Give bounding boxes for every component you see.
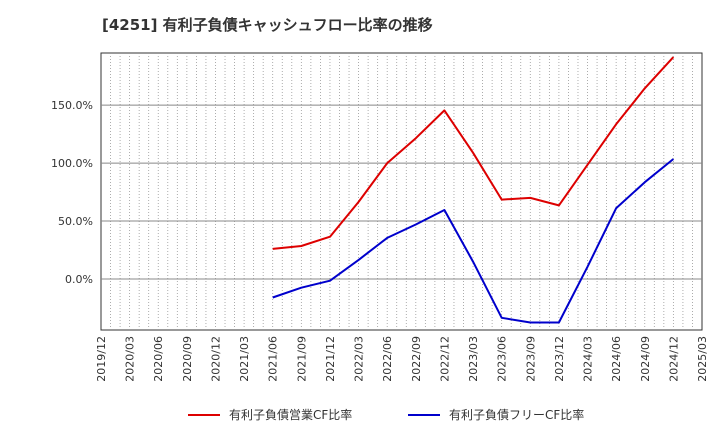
y-tick-label: 0.0% bbox=[65, 273, 93, 286]
chart-title: [4251] 有利子負債キャッシュフロー比率の推移 bbox=[102, 16, 433, 34]
legend: 有利子負債営業CF比率 有利子負債フリーCF比率 bbox=[188, 407, 584, 422]
x-tick-label: 2024/03 bbox=[582, 336, 595, 382]
series-lines bbox=[272, 56, 675, 324]
x-tick-label: 2022/09 bbox=[410, 336, 423, 382]
x-tick-label: 2023/09 bbox=[524, 336, 537, 382]
y-tick-label: 100.0% bbox=[51, 157, 93, 170]
x-tick-label: 2020/03 bbox=[124, 336, 137, 382]
x-tick-label: 2020/09 bbox=[181, 336, 194, 382]
plot-frame bbox=[100, 52, 703, 331]
x-tick-label: 2020/06 bbox=[152, 336, 165, 382]
x-axis-labels: 2019/12 2020/03 2020/06 2020/09 2020/12 2021/… bbox=[95, 336, 709, 382]
x-tick-label: 2024/06 bbox=[610, 336, 623, 382]
x-tick-label: 2024/12 bbox=[667, 336, 680, 382]
x-tick-label: 2021/06 bbox=[267, 336, 280, 382]
y-tick-label: 50.0% bbox=[58, 215, 93, 228]
legend-label-1: 有利子負債営業CF比率 bbox=[229, 407, 352, 422]
x-tick-label: 2024/09 bbox=[639, 336, 652, 382]
x-tick-label: 2021/03 bbox=[238, 336, 251, 382]
x-tick-label: 2021/12 bbox=[324, 336, 337, 382]
y-grid bbox=[101, 104, 702, 280]
x-tick-label: 2021/09 bbox=[295, 336, 308, 382]
series-line-2 bbox=[272, 158, 675, 324]
legend-label-2: 有利子負債フリーCF比率 bbox=[449, 407, 584, 422]
series-line-1 bbox=[272, 56, 675, 250]
y-axis-labels: 0.0% 50.0% 100.0% 150.0% bbox=[51, 99, 93, 286]
x-tick-label: 2025/03 bbox=[696, 336, 709, 382]
x-tick-label: 2022/06 bbox=[381, 336, 394, 382]
x-tick-label: 2019/12 bbox=[95, 336, 108, 382]
x-tick-label: 2023/03 bbox=[467, 336, 480, 382]
x-tick-label: 2020/12 bbox=[209, 336, 222, 382]
x-grid bbox=[110, 53, 693, 330]
y-tick-label: 150.0% bbox=[51, 99, 93, 112]
x-tick-label: 2023/06 bbox=[496, 336, 509, 382]
x-tick-label: 2023/12 bbox=[553, 336, 566, 382]
x-tick-label: 2022/12 bbox=[438, 336, 451, 382]
plot-area bbox=[100, 52, 703, 331]
x-tick-label: 2022/03 bbox=[353, 336, 366, 382]
